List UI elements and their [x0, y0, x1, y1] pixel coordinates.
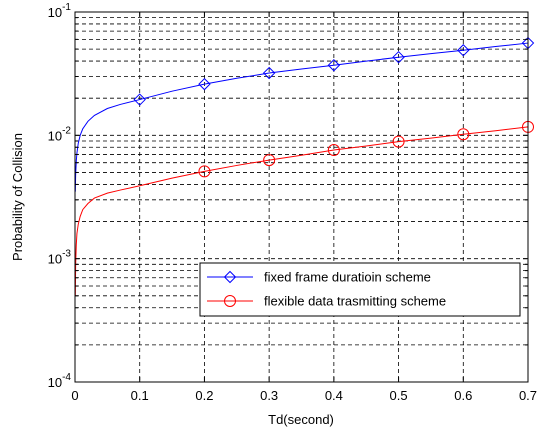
x-tick-label: 0.5 [390, 388, 408, 403]
series-1 [74, 120, 534, 296]
data-point-diamond [457, 44, 470, 57]
legend-box [199, 262, 521, 317]
y-tick-label: 10-2 [48, 125, 72, 143]
grid [75, 12, 528, 382]
x-tick-label: 0 [71, 388, 78, 403]
plot-frame [74, 11, 529, 383]
data-point-circle [392, 135, 405, 148]
legend-marker-flexible [224, 295, 236, 307]
series-line [74, 42, 529, 192]
data-point-circle [457, 128, 470, 141]
x-tick-label: 0.2 [195, 388, 213, 403]
series-0 [74, 36, 535, 192]
data-point-circle [198, 165, 211, 178]
y-tick-label: 10-3 [48, 249, 72, 267]
legend-marker-fixed [223, 270, 237, 284]
legend: fixed frame duratioin scheme flexible da… [199, 262, 521, 317]
y-tick-label: 10-1 [48, 2, 72, 20]
x-axis-label: Td(second) [268, 412, 334, 427]
x-tick-label: 0.3 [260, 388, 278, 403]
y-axis-label: Probability of Collision [10, 133, 25, 261]
data-point-diamond [392, 50, 405, 64]
data-point-circle [263, 154, 276, 167]
x-tick-label: 0.7 [519, 388, 537, 403]
data-point-diamond [262, 66, 276, 80]
x-tick-label: 0.6 [454, 388, 472, 403]
legend-label-fixed: fixed frame duratioin scheme [264, 270, 431, 285]
ticks: 0 0.1 0.2 0.3 0.4 0.5 0.6 0.7 10-4 10-3 10-2 10-1 [48, 2, 537, 403]
legend-label-flexible: flexible data trasmitting scheme [264, 294, 446, 309]
data-point-diamond [198, 77, 211, 91]
data-point-circle [327, 144, 340, 157]
x-tick-label: 0.1 [131, 388, 149, 403]
y-tick-label: 10-4 [48, 372, 72, 390]
series-layer [74, 36, 535, 296]
data-point-diamond [327, 59, 341, 72]
data-point-diamond [133, 93, 146, 106]
x-tick-label: 0.4 [325, 388, 343, 403]
